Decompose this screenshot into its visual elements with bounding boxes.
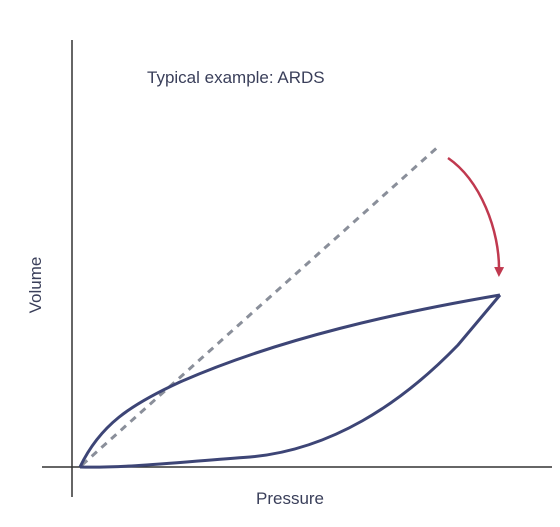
deflation-curve xyxy=(79,294,502,469)
shift-arrow xyxy=(447,156,505,277)
reference-line xyxy=(81,143,441,467)
y-axis-label: Volume xyxy=(26,257,45,314)
diagram-title: Typical example: ARDS xyxy=(147,68,325,87)
inflation-curve xyxy=(78,293,501,468)
x-axis-label: Pressure xyxy=(256,489,324,508)
